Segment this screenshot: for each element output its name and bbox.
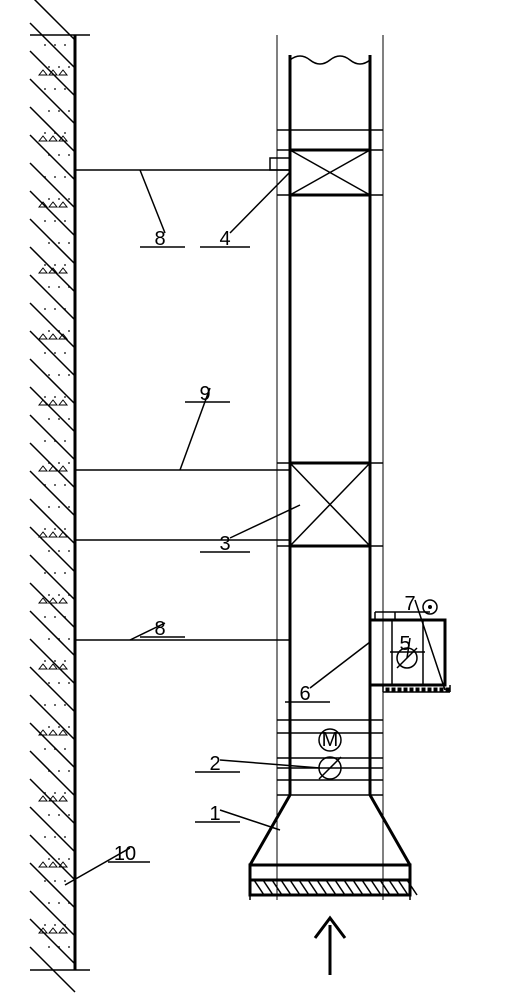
hangers bbox=[75, 170, 290, 640]
label-4: 4 bbox=[219, 228, 230, 250]
inlet bbox=[250, 865, 417, 900]
duct-main bbox=[277, 55, 383, 795]
label-10: 10 bbox=[114, 843, 136, 865]
module-middle bbox=[277, 463, 383, 546]
label-8b: 8 bbox=[154, 618, 165, 640]
label-1: 1 bbox=[209, 803, 220, 825]
transition-cone bbox=[250, 795, 410, 865]
label-7: 7 bbox=[404, 593, 415, 615]
module-top bbox=[270, 150, 383, 195]
diagram-canvas: M bbox=[0, 0, 527, 1000]
label-3: 3 bbox=[219, 533, 230, 555]
leaders bbox=[65, 170, 445, 885]
label-6: 6 bbox=[299, 683, 310, 705]
rails bbox=[277, 35, 383, 900]
label-9: 9 bbox=[199, 383, 210, 405]
motor-label: M bbox=[322, 729, 339, 751]
label-2: 2 bbox=[209, 753, 220, 775]
flow-arrow bbox=[315, 918, 345, 975]
label-5: 5 bbox=[399, 633, 410, 655]
wall bbox=[30, 0, 90, 992]
label-8a: 8 bbox=[154, 228, 165, 250]
